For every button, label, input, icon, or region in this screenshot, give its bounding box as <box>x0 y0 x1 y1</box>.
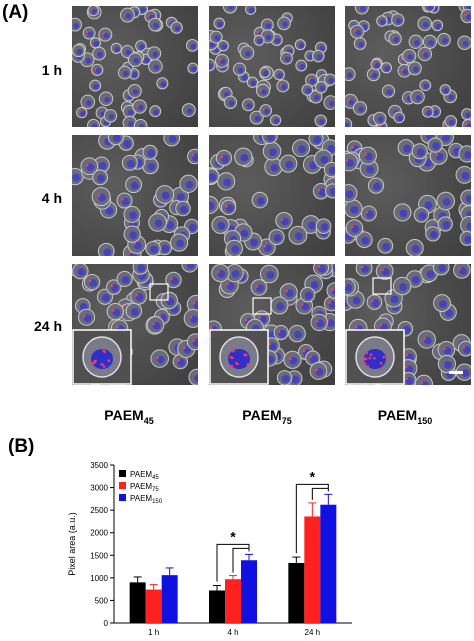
bar-PAEM45-24h <box>288 562 305 623</box>
column-label-paem75: PAEM75 <box>242 407 292 426</box>
y-tick-label: 3000 <box>90 484 108 493</box>
y-tick-label: 2500 <box>90 506 108 515</box>
legend-label-PAEM75: PAEM75 <box>130 482 159 493</box>
pixel-area-bar-chart: 0 500 1000 1500 2000 2500 3000 3500 Pixel area (… <box>67 461 352 637</box>
y-tick-label: 2000 <box>90 529 108 538</box>
x-tick-label: 1 h <box>148 628 159 637</box>
panel-a-label: (A) <box>2 2 29 23</box>
bar-PAEM45-4h <box>209 590 225 623</box>
micrograph-1h-paem45 <box>72 6 198 127</box>
y-tick-label: 500 <box>95 596 109 605</box>
bar-PAEM45-1h <box>129 582 146 623</box>
y-tick-label: 1500 <box>90 551 108 560</box>
significance-marker: * <box>230 528 236 544</box>
bar-PAEM150-1h <box>161 575 178 623</box>
legend-label-PAEM45: PAEM45 <box>130 470 159 481</box>
bar-PAEM150-4h <box>241 560 257 623</box>
micrograph-24h-paem75 <box>209 264 335 385</box>
row-label-24h: 24 h <box>33 318 62 334</box>
panel-b-label: (B) <box>8 436 35 457</box>
micrograph-4h-paem45 <box>72 135 198 256</box>
bar-PAEM75-4h <box>225 579 241 623</box>
micrograph-24h-paem150 <box>345 264 471 385</box>
significance-bracket-inner <box>232 547 249 573</box>
legend-swatch-PAEM150 <box>119 494 126 501</box>
bar-PAEM75-1h <box>145 589 162 623</box>
column-label-paem45: PAEM45 <box>104 407 154 426</box>
row-label-1h: 1 h <box>41 62 62 78</box>
significance-bracket-inner <box>311 487 329 500</box>
micrograph-1h-paem75 <box>209 6 335 127</box>
bar-PAEM75-24h <box>304 516 321 623</box>
significance-marker: * <box>310 468 316 484</box>
x-tick-label: 24 h <box>305 628 321 637</box>
y-axis-label: Pixel area (a.u.) <box>67 512 77 576</box>
row-label-4h: 4 h <box>41 190 62 206</box>
y-tick-label: 3500 <box>90 461 108 470</box>
legend-swatch-PAEM45 <box>119 470 126 477</box>
micrograph-1h-paem150 <box>345 6 471 127</box>
micrograph-4h-paem150 <box>345 135 471 256</box>
column-label-paem150: PAEM150 <box>377 407 433 426</box>
micrograph-4h-paem75 <box>209 135 335 256</box>
bar-PAEM150-24h <box>320 504 337 623</box>
legend-label-PAEM150: PAEM150 <box>130 494 163 505</box>
x-tick-label: 4 h <box>227 628 238 637</box>
legend-swatch-PAEM75 <box>119 482 126 489</box>
y-tick-label: 1000 <box>90 574 108 583</box>
micrograph-24h-paem45 <box>72 264 198 385</box>
y-tick-label: 0 <box>104 619 109 628</box>
